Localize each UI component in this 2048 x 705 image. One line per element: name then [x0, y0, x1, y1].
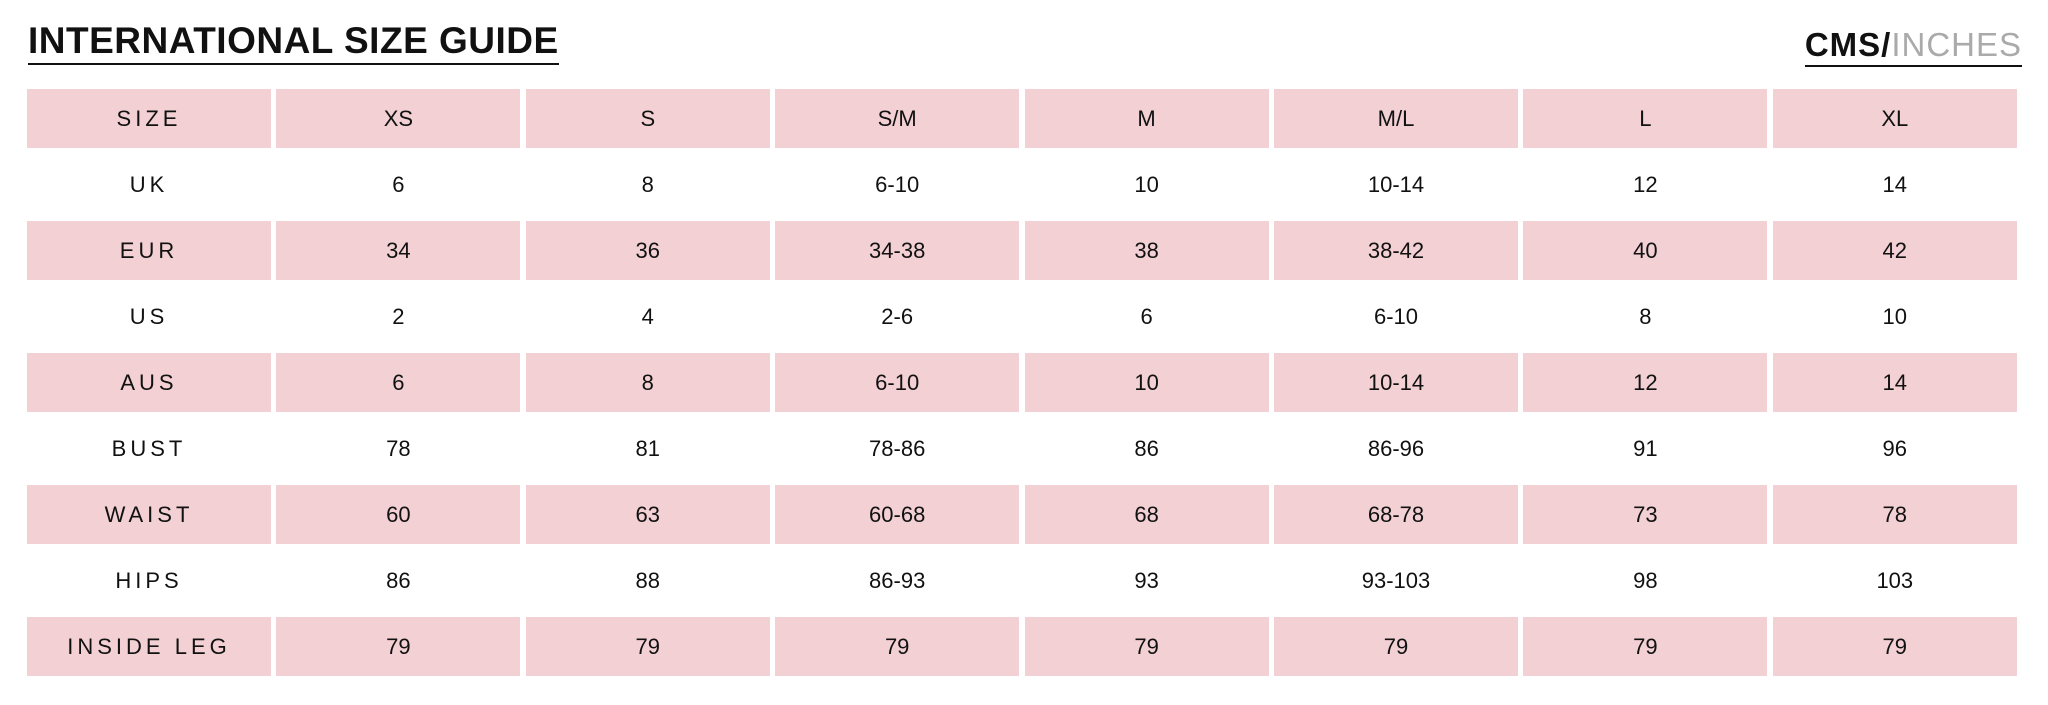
size-value: 12 [1633, 171, 1658, 197]
size-value: 8 [1639, 303, 1652, 329]
size-header: S [525, 89, 770, 148]
size-value: 81 [635, 435, 661, 461]
size-header: M [1024, 89, 1269, 148]
row-label: BUST [111, 435, 187, 461]
size-value: 40 [1523, 221, 1768, 280]
row-label: AUS [27, 353, 271, 412]
size-value: 10-14 [1274, 353, 1518, 412]
row-label: US [129, 303, 169, 329]
size-value: 4 [641, 303, 654, 329]
row-label: SIZE [27, 89, 271, 148]
size-value: 60-68 [775, 485, 1020, 544]
size-value: 10 [1134, 171, 1159, 197]
size-value: 96 [1882, 435, 1908, 461]
size-header: S/M [775, 89, 1020, 148]
size-value: 86 [1134, 435, 1159, 461]
size-value: 14 [1882, 171, 1908, 197]
size-value: 6 [276, 353, 521, 412]
size-value: 10-14 [1367, 171, 1425, 197]
size-value: 10 [1882, 303, 1908, 329]
unit-inches[interactable]: INCHES [1891, 26, 2022, 63]
size-value: 8 [641, 171, 654, 197]
size-value: 6-10 [775, 353, 1020, 412]
size-value: 63 [525, 485, 770, 544]
size-value: 88 [635, 567, 661, 593]
size-value: 79 [1024, 617, 1269, 676]
size-value: 34 [276, 221, 521, 280]
page-title: INTERNATIONAL SIZE GUIDE [28, 20, 559, 65]
row-label: INSIDE LEG [27, 617, 271, 676]
size-value: 79 [775, 617, 1020, 676]
size-value: 68 [1024, 485, 1269, 544]
size-value: 79 [1772, 617, 2017, 676]
size-value: 10 [1024, 353, 1269, 412]
size-value: 79 [276, 617, 521, 676]
size-value: 42 [1772, 221, 2017, 280]
size-value: 93 [1134, 567, 1159, 593]
row-label: EUR [27, 221, 271, 280]
size-value: 38-42 [1274, 221, 1518, 280]
size-value: 78 [386, 435, 411, 461]
size-value: 38 [1024, 221, 1269, 280]
size-value: 91 [1633, 435, 1658, 461]
size-header: XS [276, 89, 521, 148]
size-value: 34-38 [775, 221, 1020, 280]
size-value: 2 [392, 303, 405, 329]
size-value: 79 [525, 617, 770, 676]
size-value: 14 [1772, 353, 2017, 412]
row-label: UK [129, 171, 169, 197]
size-value: 79 [1523, 617, 1768, 676]
size-value: 6 [1140, 303, 1153, 329]
size-value: 6 [392, 171, 405, 197]
size-header: XL [1772, 89, 2017, 148]
size-value: 86-93 [869, 567, 926, 593]
size-value: 60 [276, 485, 521, 544]
size-value: 6-10 [875, 171, 920, 197]
size-header: L [1523, 89, 1768, 148]
size-header: M/L [1274, 89, 1518, 148]
size-value: 6-10 [1373, 303, 1419, 329]
unit-toggle: CMS/INCHES [1804, 26, 2022, 67]
size-value: 68-78 [1274, 485, 1518, 544]
size-value: 78 [1772, 485, 2017, 544]
size-value: 73 [1523, 485, 1768, 544]
size-value: 8 [525, 353, 770, 412]
size-value: 86 [386, 567, 411, 593]
size-value: 103 [1876, 567, 1914, 593]
size-value: 12 [1523, 353, 1768, 412]
size-value: 86-96 [1367, 435, 1425, 461]
size-value: 79 [1274, 617, 1518, 676]
row-label: HIPS [115, 567, 183, 593]
unit-cms[interactable]: CMS/ [1804, 26, 1892, 63]
size-value: 2-6 [881, 303, 914, 329]
size-value: 78-86 [869, 435, 926, 461]
row-label: WAIST [27, 485, 271, 544]
size-value: 98 [1633, 567, 1658, 593]
size-value: 93-103 [1361, 567, 1431, 593]
size-value: 36 [525, 221, 770, 280]
